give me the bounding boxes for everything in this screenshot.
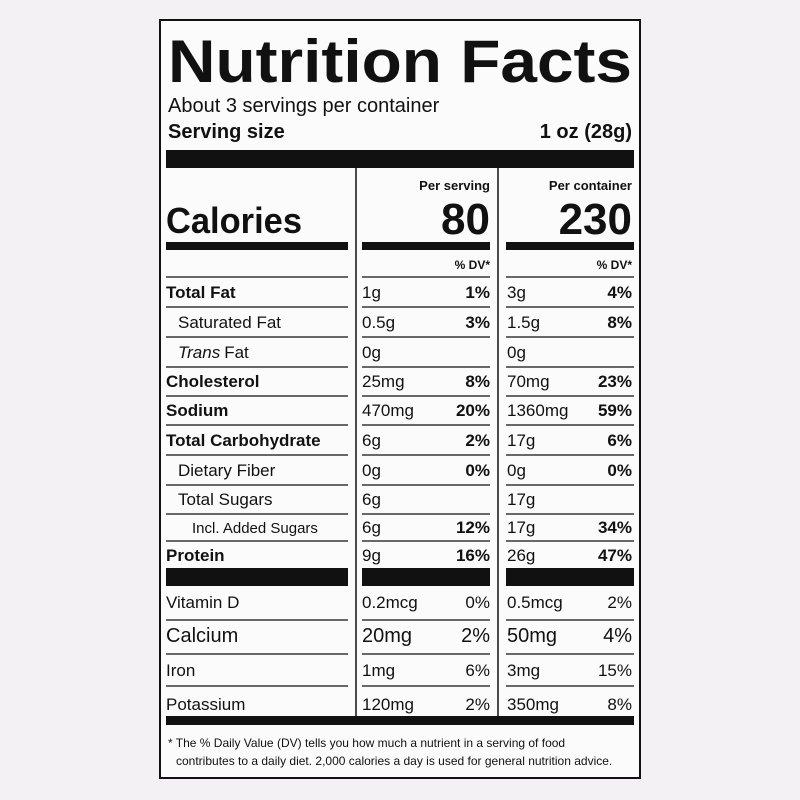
serving-amount: 9g: [362, 546, 381, 565]
dv-heading: % DV*: [455, 258, 491, 272]
serving-dv: 20%: [456, 401, 490, 420]
serving-dv: 2%: [461, 625, 490, 647]
serving-dv: 12%: [456, 518, 490, 537]
serving-amount: 6g: [362, 518, 381, 537]
serving-amount: 1g: [362, 283, 381, 302]
thick-rule: [362, 568, 490, 586]
container-amount: 3mg: [507, 661, 540, 680]
container-amount: 0g: [507, 343, 526, 362]
serving-amount: 1mg: [362, 661, 395, 680]
nutrient-name: Total Carbohydrate: [166, 431, 321, 450]
nutrient-name: Vitamin D: [166, 593, 239, 612]
container-dv: 15%: [598, 661, 632, 680]
serving-amount: 6g: [362, 490, 381, 509]
nutrient-name: Saturated Fat: [178, 313, 281, 332]
medium-rule: [506, 242, 634, 250]
container-amount: 70mg: [507, 372, 550, 391]
serving-dv: 0%: [465, 461, 490, 480]
nutrient-name: Trans Fat: [178, 343, 249, 362]
footnote: * The % Daily Value (DV) tells you how m…: [168, 736, 565, 750]
serving-amount: 470mg: [362, 401, 414, 420]
serving-amount: 0g: [362, 461, 381, 480]
serving-amount: 120mg: [362, 695, 414, 714]
container-amount: 50mg: [507, 625, 557, 647]
serving-size-label: Serving size: [168, 121, 285, 143]
container-dv: 4%: [603, 625, 632, 647]
container-dv: 47%: [598, 546, 632, 565]
serving-amount: 0g: [362, 343, 381, 362]
nutrient-name: Sodium: [166, 401, 228, 420]
label-border: [159, 19, 641, 779]
nutrient-name: Iron: [166, 661, 195, 680]
calories-value: 230: [559, 195, 632, 244]
container-amount: 26g: [507, 546, 535, 565]
medium-rule: [166, 716, 634, 725]
container-amount: 17g: [507, 431, 535, 450]
serving-dv: 0%: [465, 593, 490, 612]
serving-amount: 20mg: [362, 625, 412, 647]
container-dv: 8%: [607, 313, 632, 332]
footnote: contributes to a daily diet. 2,000 calor…: [176, 754, 612, 768]
container-amount: 1360mg: [507, 401, 568, 420]
serving-dv: 8%: [465, 372, 490, 391]
serving-size: 1 oz (28g): [540, 121, 632, 143]
nutrient-name: Cholesterol: [166, 372, 260, 391]
container-amount: 0.5mcg: [507, 593, 563, 612]
medium-rule: [362, 242, 490, 250]
dv-heading: % DV*: [597, 258, 633, 272]
container-dv: 23%: [598, 372, 632, 391]
serving-dv: 6%: [465, 661, 490, 680]
nutrient-name: Total Sugars: [178, 490, 273, 509]
serving-amount: 0.5g: [362, 313, 395, 332]
nutrient-name-italic: Trans: [178, 343, 221, 362]
container-amount: 3g: [507, 283, 526, 302]
nutrient-name: Dietary Fiber: [178, 461, 276, 480]
container-dv: 8%: [607, 695, 632, 714]
column-heading: Per container: [549, 178, 632, 193]
serving-dv: 2%: [465, 431, 490, 450]
title: Nutrition Facts: [168, 28, 632, 95]
container-dv: 59%: [598, 401, 632, 420]
serving-dv: 1%: [465, 283, 490, 302]
thick-rule: [166, 150, 634, 168]
container-dv: 4%: [607, 283, 632, 302]
servings: About 3 servings per container: [168, 95, 440, 117]
thick-rule: [506, 568, 634, 586]
nutrient-name-rest: Fat: [224, 343, 249, 362]
container-amount: 17g: [507, 490, 535, 509]
serving-dv: 16%: [456, 546, 490, 565]
calories-label: Calories: [166, 200, 302, 241]
nutrient-name: Calcium: [166, 625, 238, 647]
container-amount: 350mg: [507, 695, 559, 714]
container-amount: 1.5g: [507, 313, 540, 332]
container-amount: 0g: [507, 461, 526, 480]
serving-amount: 6g: [362, 431, 381, 450]
nutrient-name: Incl. Added Sugars: [192, 520, 318, 537]
thick-rule: [166, 568, 348, 586]
nutrient-name: Protein: [166, 546, 225, 565]
calories-value: 80: [441, 195, 490, 244]
column-heading: Per serving: [419, 178, 490, 193]
container-dv: 2%: [607, 593, 632, 612]
nutrient-name: Total Fat: [166, 283, 236, 302]
container-dv: 34%: [598, 518, 632, 537]
serving-amount: 25mg: [362, 372, 405, 391]
serving-dv: 2%: [465, 695, 490, 714]
nutrient-name: Potassium: [166, 695, 245, 714]
container-dv: 6%: [607, 431, 632, 450]
medium-rule: [166, 242, 348, 250]
serving-amount: 0.2mcg: [362, 593, 418, 612]
serving-dv: 3%: [465, 313, 490, 332]
container-amount: 17g: [507, 518, 535, 537]
container-dv: 0%: [607, 461, 632, 480]
